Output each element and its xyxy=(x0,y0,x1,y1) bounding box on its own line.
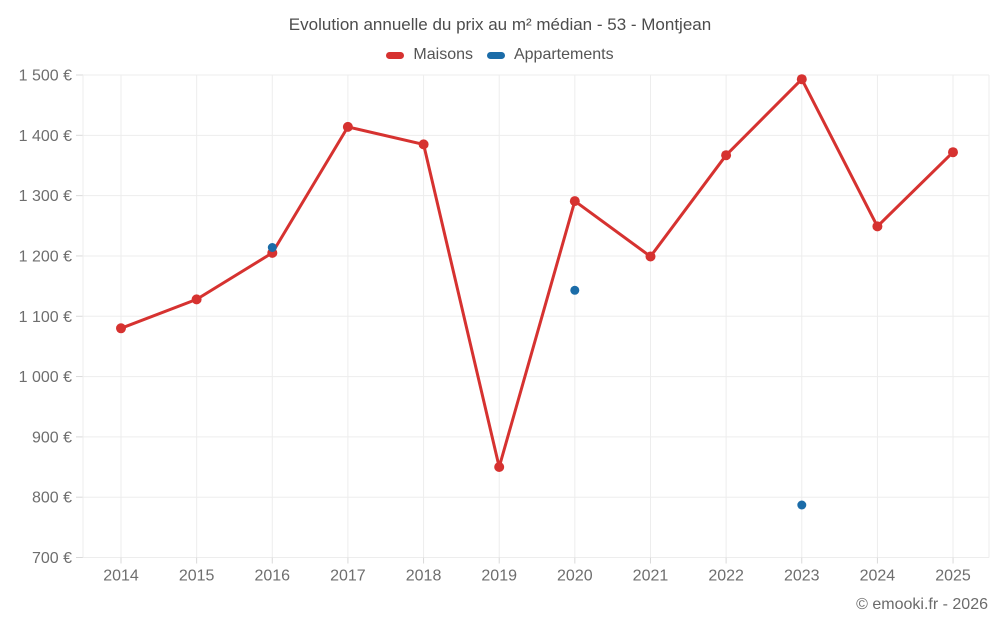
legend-label-appartements: Appartements xyxy=(513,46,614,63)
chart-title: Evolution annuelle du prix au m² médian … xyxy=(288,15,712,34)
x-tick-label: 2019 xyxy=(481,568,517,585)
x-tick-label: 2018 xyxy=(406,568,442,585)
x-tick-label: 2023 xyxy=(784,568,820,585)
maisons-point[interactable] xyxy=(418,139,429,150)
maisons-point[interactable] xyxy=(645,251,656,262)
legend-item-maisons[interactable]: Maisons xyxy=(386,46,473,64)
appartements-point[interactable] xyxy=(570,285,580,295)
copyright: © emooki.fr - 2026 xyxy=(856,596,988,613)
appartements-point[interactable] xyxy=(267,243,277,252)
x-tick-label: 2014 xyxy=(103,568,139,585)
y-tick-label: 1 000 € xyxy=(19,369,72,386)
appartements-point[interactable] xyxy=(797,500,807,510)
y-tick-label: 700 € xyxy=(32,550,72,567)
x-tick-label: 2020 xyxy=(557,568,593,585)
maisons-line xyxy=(119,77,955,469)
maisons-point[interactable] xyxy=(191,294,202,305)
y-tick-label: 900 € xyxy=(32,429,72,446)
legend: Maisons Appartements xyxy=(0,46,1000,64)
y-tick-label: 1 200 € xyxy=(19,248,72,265)
maisons-point[interactable] xyxy=(342,121,353,132)
x-tick-label: 2025 xyxy=(935,568,971,585)
x-tick-label: 2015 xyxy=(179,568,215,585)
y-tick-label: 800 € xyxy=(32,490,72,507)
appartements-series-marker-icon xyxy=(486,51,505,59)
x-tick-label: 2021 xyxy=(633,568,669,585)
maisons-point[interactable] xyxy=(796,74,807,85)
y-tick-label: 1 300 € xyxy=(19,188,72,205)
x-tick-label: 2017 xyxy=(330,568,366,585)
y-tick-label: 1 100 € xyxy=(19,309,72,326)
x-tick-label: 2016 xyxy=(254,568,290,585)
legend-item-appartements[interactable]: Appartements xyxy=(486,46,614,64)
maisons-point[interactable] xyxy=(948,147,958,158)
maisons-point[interactable] xyxy=(721,150,732,161)
y-tick-label: 1 400 € xyxy=(19,128,72,145)
maisons-point[interactable] xyxy=(116,323,126,334)
maisons-point[interactable] xyxy=(872,221,883,232)
maisons-point[interactable] xyxy=(569,196,580,207)
x-tick-label: 2024 xyxy=(860,568,896,585)
x-tick-label: 2022 xyxy=(708,568,744,585)
y-tick-label: 1 500 € xyxy=(19,68,72,85)
maisons-series-marker-icon xyxy=(386,51,405,59)
legend-label-maisons: Maisons xyxy=(413,46,473,63)
maisons-point[interactable] xyxy=(494,462,505,472)
